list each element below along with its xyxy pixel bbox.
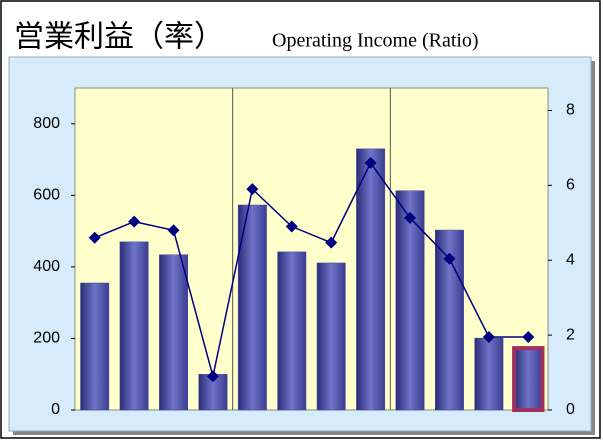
marker bbox=[285, 220, 298, 233]
y2-tick-label: 8 bbox=[566, 102, 575, 119]
marker bbox=[364, 156, 377, 169]
marker bbox=[325, 236, 338, 249]
chart-title: 営業利益（率） bbox=[14, 20, 224, 55]
y-tick-label: 0 bbox=[51, 401, 60, 418]
marker bbox=[404, 211, 417, 224]
y2-tick-label: 4 bbox=[566, 251, 575, 268]
bar bbox=[512, 346, 545, 412]
bar bbox=[316, 262, 346, 411]
y2-tick-label: 6 bbox=[566, 177, 575, 194]
marker bbox=[167, 224, 180, 237]
y-tick-label: 200 bbox=[33, 330, 60, 347]
marker bbox=[522, 330, 535, 343]
bar bbox=[159, 254, 188, 411]
line bbox=[94, 161, 529, 377]
bar bbox=[277, 251, 307, 411]
marker bbox=[128, 215, 141, 228]
y-tick-label: 400 bbox=[33, 258, 60, 275]
bar bbox=[80, 282, 110, 411]
marker bbox=[443, 252, 456, 265]
bar bbox=[356, 148, 386, 411]
y-tick-label: 800 bbox=[33, 115, 60, 132]
marker bbox=[206, 370, 219, 383]
marker bbox=[88, 231, 101, 244]
plot-area bbox=[74, 87, 549, 411]
bar bbox=[237, 204, 267, 411]
marker bbox=[246, 183, 259, 196]
bar bbox=[474, 337, 504, 411]
y2-tick-label: 0 bbox=[566, 401, 575, 418]
y2-tick-label: 2 bbox=[566, 326, 575, 343]
marker bbox=[482, 330, 495, 343]
y-tick-label: 600 bbox=[33, 187, 60, 204]
bar bbox=[119, 241, 149, 411]
chart-subtitle: Operating Income (Ratio) bbox=[272, 30, 479, 52]
